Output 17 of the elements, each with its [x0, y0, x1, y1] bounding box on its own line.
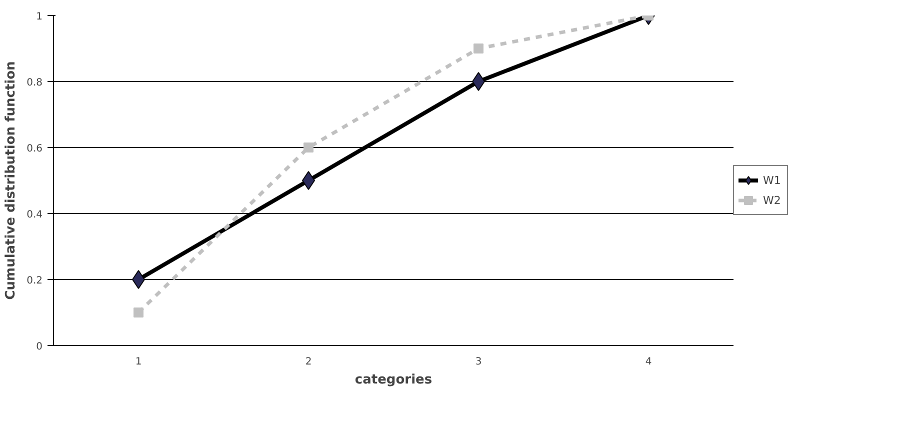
point [304, 142, 314, 152]
y-tick-label: 0.6 [26, 144, 43, 154]
y-tick-label: 0.8 [26, 78, 43, 88]
y-tick-label: 0.2 [26, 276, 43, 286]
x-tick-label: 3 [475, 356, 482, 368]
x-tick-label: 4 [645, 356, 652, 368]
x-axis-title: categories [354, 372, 432, 388]
x-tick-label: 1 [135, 356, 142, 368]
y-axis-title: Cumulative distribution function [4, 61, 19, 300]
point [474, 44, 484, 54]
legend-label: W1 [763, 174, 782, 186]
point [134, 308, 144, 318]
y-tick-label: 0.4 [26, 210, 43, 220]
y-tick-label: 0 [36, 342, 43, 352]
legend-label: W2 [763, 194, 782, 206]
x-tick-label: 2 [305, 356, 312, 368]
y-tick-label: 1 [36, 12, 43, 22]
